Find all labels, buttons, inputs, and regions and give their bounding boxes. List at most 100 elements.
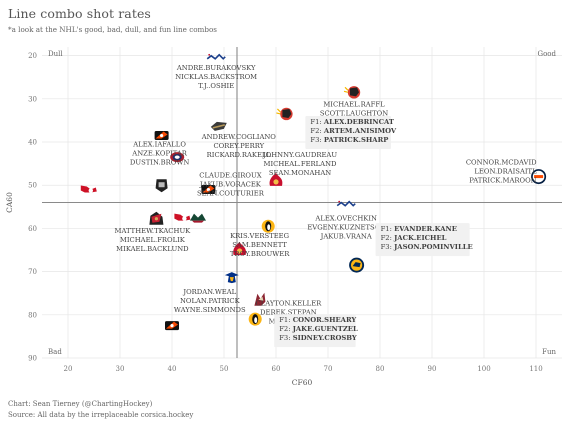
player-name: F2: JAKE.GUENTZEL: [279, 325, 358, 333]
player-line-label: MATTHEW.TKACHUKMICHAEL.FROLIKMIKAEL.BACK…: [115, 227, 192, 253]
y-tick-label: 80: [28, 311, 37, 319]
player-name: F3: SIDNEY.CROSBY: [279, 334, 357, 342]
y-tick-label: 40: [28, 139, 37, 147]
player-name: TROY.BROUWER: [230, 250, 290, 258]
flyers-logo: [201, 185, 216, 195]
x-tick-label: 20: [64, 365, 73, 373]
player-name: KRIS.VERSTEEG: [230, 232, 289, 240]
player-line-label: CONNOR.MCDAVIDLEON.DRAISAITLPATRICK.MARO…: [466, 159, 537, 185]
quadrant-label-fun: Fun: [542, 348, 556, 356]
x-tick-label: 40: [168, 365, 177, 373]
chart-subtitle: *a look at the NHL's good, bad, dull, an…: [8, 25, 217, 34]
red-wings-logo: [80, 185, 97, 193]
player-name: MIKAEL.BACKLUND: [116, 245, 189, 253]
y-tick-label: 30: [28, 95, 37, 103]
player-name: MATTHEW.TKACHUK: [115, 227, 192, 235]
player-name: F1: EVANDER.KANE: [381, 225, 457, 233]
player-name: JAKUB.VRANA: [320, 233, 372, 241]
player-name: NICKLAS.BACKSTROM: [175, 73, 257, 81]
quadrant-label-bad: Bad: [48, 348, 62, 356]
x-tick-label: 60: [272, 365, 281, 373]
caption-author: Chart: Sean Tierney (@ChartingHockey): [8, 400, 153, 408]
blackhawks-logo: [276, 107, 293, 121]
player-name: RICKARD.RAKELL: [207, 151, 272, 159]
canadiens-logo: [170, 152, 185, 163]
penguins-logo: [248, 312, 262, 326]
player-name: CONNOR.MCDAVID: [466, 159, 537, 167]
y-tick-label: 60: [28, 225, 37, 233]
x-tick-label: 110: [529, 365, 542, 373]
blues-logo: [224, 272, 239, 284]
flames-logo: [233, 242, 247, 256]
player-name: F1: CONOR.SHEARY: [279, 316, 356, 324]
y-tick-label: 50: [28, 182, 37, 190]
player-name: CLAYTON.KELLER: [256, 300, 323, 308]
player-name: ANDREW.COGLIANO: [201, 133, 277, 141]
player-name: WAYNE.SIMMONDS: [174, 306, 246, 314]
point-labels: ANDRE.BURAKOVSKYNICKLAS.BACKSTROMT.J..OS…: [115, 64, 537, 348]
x-tick-label: 100: [477, 365, 490, 373]
player-name: DEREK.STEPAN: [260, 309, 317, 317]
y-tick-label: 20: [28, 52, 37, 60]
flyers-logo: [165, 321, 179, 331]
x-tick-label: 90: [428, 365, 437, 373]
highlight-box: [375, 223, 470, 257]
x-tick-label: 70: [324, 365, 333, 373]
x-tick-label: 80: [376, 365, 385, 373]
player-name: JOHNNY.GAUDREAU: [262, 151, 337, 159]
sabres-logo: [349, 257, 365, 273]
data-points: [80, 53, 547, 331]
player-name: F2: ARTEM.ANISIMOV: [310, 127, 397, 135]
flyers-logo: [154, 131, 169, 141]
caption-source: Source: All data by the irreplaceable co…: [8, 411, 194, 419]
player-name: PATRICK.MAROON: [469, 177, 536, 185]
player-name: SEAN.MONAHAN: [269, 169, 331, 177]
player-name: DUSTIN.BROWN: [130, 159, 189, 167]
player-name: SAM.BENNETT: [232, 241, 287, 249]
player-name: F3: PATRICK.SHARP: [310, 136, 388, 144]
player-name: LEON.DRAISAITL: [474, 168, 537, 176]
player-name: MICHAEL.RAFFL: [323, 100, 385, 108]
player-name: T.J..OSHIE: [198, 82, 234, 90]
flames-logo: [269, 172, 283, 186]
y-tick-label: 70: [28, 268, 37, 276]
player-name: JORDAN.WEAL: [182, 288, 236, 296]
player-name: SCOTT.LAUGHTON: [320, 109, 388, 117]
x-tick-label: 30: [116, 365, 125, 373]
capitals-logo: [336, 200, 356, 207]
player-name: ANZE.KOPITAR: [131, 150, 187, 158]
senators-logo: [149, 211, 164, 225]
oilers-logo: [531, 169, 547, 185]
x-axis-title: CF60: [292, 378, 313, 387]
x-tick-label: 50: [220, 365, 229, 373]
player-name: EVGENY.KUZNETSOV: [307, 224, 386, 232]
capitals-logo: [206, 53, 226, 60]
player-line-label: ANDRE.BURAKOVSKYNICKLAS.BACKSTROMT.J..OS…: [175, 64, 257, 90]
y-axis-title: CA60: [5, 192, 14, 213]
coyotes-logo: [254, 292, 266, 306]
player-name: F3: JASON.POMINVILLE: [381, 243, 473, 251]
chart-title: Line combo shot rates: [8, 6, 151, 21]
player-name: MICHAEL.FROLIK: [120, 236, 186, 244]
player-name: MICHEAL.FERLAND: [264, 160, 337, 168]
player-name: NOLAN.PATRICK: [180, 297, 241, 305]
player-name: ALEX.IAFALLO: [132, 141, 186, 149]
highlight-box: [305, 115, 391, 149]
player-name: CLAUDE.GIROUX: [199, 172, 261, 180]
player-name: COREY.PERRY: [213, 142, 264, 150]
blackhawks-logo: [343, 86, 361, 99]
wild-logo: [190, 213, 206, 223]
quadrant-label-dull: Dull: [48, 50, 63, 58]
penguins-logo: [261, 219, 275, 233]
player-name: JAKUB.VORACEK: [199, 181, 262, 189]
player-name: ALEX.OVECHKIN: [314, 215, 377, 223]
quadrant-label-good: Good: [537, 50, 556, 58]
